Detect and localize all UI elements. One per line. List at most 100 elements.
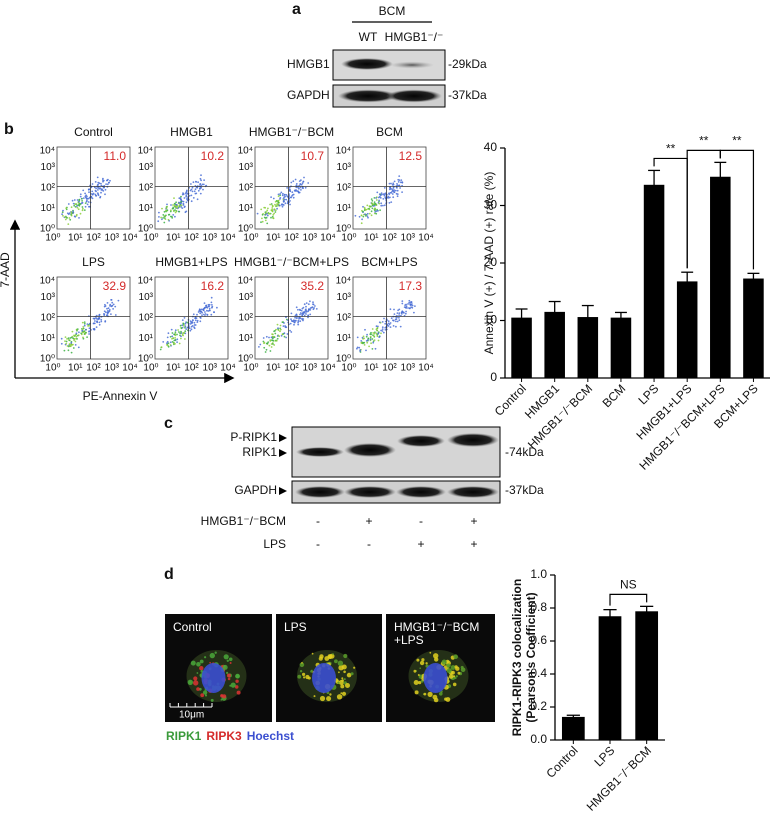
event-dot: [185, 195, 188, 198]
event-dot: [93, 322, 95, 325]
x-tick-label: Control: [543, 743, 580, 780]
event-dot: [273, 208, 276, 211]
significance-bracket: [609, 593, 648, 606]
event-dot: [307, 182, 310, 184]
event-dot: [265, 348, 268, 351]
flow-x-tick: 10⁰: [45, 233, 60, 244]
event-dot: [285, 336, 287, 339]
puncta: [199, 659, 204, 664]
event-dot: [271, 215, 274, 218]
plot-frame: [254, 276, 329, 360]
event-dot: [194, 319, 197, 322]
event-dot: [266, 342, 269, 345]
event-dot: [172, 342, 175, 344]
puncta: [299, 670, 303, 673]
puncta: [301, 662, 303, 664]
event-dot: [182, 192, 184, 195]
band: [447, 433, 499, 447]
event-dot: [312, 303, 315, 306]
event-dot: [410, 301, 413, 303]
event-dot: [184, 325, 187, 328]
event-dot: [207, 303, 210, 306]
event-dot: [288, 186, 291, 189]
event-dot: [169, 341, 172, 344]
event-dot: [305, 313, 307, 315]
event-dot: [392, 182, 395, 185]
event-dot: [280, 334, 283, 337]
event-dot: [375, 204, 378, 207]
event-dot: [369, 338, 372, 341]
event-dot: [300, 183, 303, 186]
event-dot: [205, 304, 208, 307]
event-dot: [182, 204, 185, 206]
event-dot: [387, 197, 390, 199]
event-dot: [180, 195, 182, 198]
event-dot: [359, 349, 362, 351]
event-dot: [204, 313, 207, 315]
event-dot: [362, 205, 364, 208]
event-dot: [112, 308, 114, 310]
puncta: [340, 692, 343, 695]
event-dot: [94, 320, 96, 322]
event-dot: [367, 337, 370, 340]
event-dot: [176, 341, 179, 343]
event-dot: [92, 192, 95, 195]
event-dot: [211, 304, 213, 306]
event-dot: [202, 183, 205, 186]
flow-y-tick: 10⁰: [40, 224, 55, 235]
event-dot: [378, 202, 381, 205]
event-dot: [362, 210, 364, 213]
event-dot: [179, 197, 182, 199]
event-dot: [173, 333, 176, 336]
event-dot: [302, 306, 305, 309]
event-dot: [388, 182, 391, 185]
quadrant-value: 35.2: [301, 279, 325, 293]
puncta: [228, 657, 233, 662]
y-tick-label: 0.0: [530, 732, 547, 746]
event-dot: [87, 197, 90, 200]
condition-mark: +: [417, 537, 424, 551]
event-dot: [98, 182, 101, 185]
event-dot: [279, 324, 282, 327]
event-dot: [295, 186, 298, 189]
event-dot: [64, 336, 67, 338]
event-dot: [270, 203, 273, 205]
event-dot: [398, 316, 400, 319]
event-dot: [193, 190, 196, 193]
event-dot: [264, 213, 267, 216]
event-dot: [389, 186, 392, 189]
event-dot: [65, 340, 68, 343]
event-dot: [159, 348, 162, 351]
flow-x-tick: 10⁰: [243, 233, 258, 244]
event-dot: [76, 199, 79, 201]
plot-title: BCM+LPS: [361, 255, 417, 269]
flow-y-tick: 10¹: [337, 203, 352, 214]
event-dot: [399, 325, 402, 328]
plot-title: LPS: [82, 255, 105, 269]
event-dot: [374, 211, 377, 213]
event-dot: [178, 204, 181, 207]
event-dot: [169, 344, 172, 346]
event-dot: [199, 316, 202, 319]
event-dot: [166, 344, 168, 346]
event-dot: [265, 211, 268, 213]
event-dot: [63, 349, 66, 352]
event-dot: [278, 204, 281, 207]
event-dot: [312, 301, 314, 304]
event-dot: [173, 339, 176, 342]
event-dot: [390, 182, 392, 185]
event-dot: [182, 322, 185, 325]
puncta: [200, 670, 204, 673]
event-dot: [70, 212, 73, 215]
event-dot: [85, 197, 88, 200]
event-dot: [393, 313, 396, 315]
event-dot: [173, 197, 175, 200]
event-dot: [62, 214, 64, 217]
puncta: [326, 696, 332, 702]
event-dot: [107, 178, 109, 181]
puncta: [446, 664, 449, 667]
event-dot: [297, 320, 300, 322]
event-dot: [414, 305, 416, 307]
event-dot: [289, 196, 291, 199]
